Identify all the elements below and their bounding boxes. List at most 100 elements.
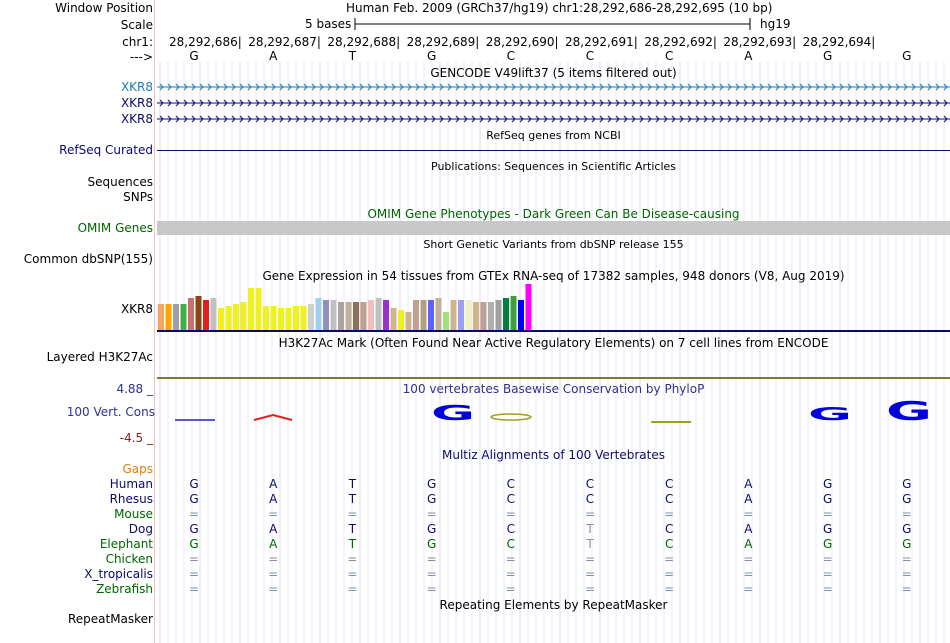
snps-label[interactable]: SNPs: [123, 190, 153, 204]
gtex-label[interactable]: XKR8: [120, 302, 153, 316]
species-label[interactable]: Chicken: [105, 552, 153, 566]
refseq-gene-line[interactable]: [157, 150, 950, 151]
gtex-tissue-bar[interactable]: [195, 296, 202, 330]
gtex-tissue-bar[interactable]: [180, 304, 187, 330]
gtex-tissue-bar[interactable]: [218, 308, 224, 330]
alignment-base: =: [268, 567, 279, 581]
gencode-item-2[interactable]: XKR8: [120, 96, 153, 110]
strand-arrow: [783, 83, 788, 91]
gtex-tissue-bar[interactable]: [278, 308, 284, 330]
strand-arrow: [759, 115, 764, 123]
gtex-tissue-bar[interactable]: [285, 308, 292, 330]
gtex-tissue-bar[interactable]: [435, 298, 442, 330]
gtex-tissue-bar[interactable]: [270, 306, 277, 330]
strand-arrow: [463, 99, 468, 107]
strand-arrow: [183, 115, 188, 123]
gtex-tissue-bar[interactable]: [390, 308, 397, 330]
omim-label[interactable]: OMIM Genes: [77, 221, 153, 235]
gtex-tissue-bar[interactable]: [255, 288, 262, 330]
gtex-tissue-bar[interactable]: [450, 300, 457, 330]
strand-arrow: [783, 99, 788, 107]
gencode-item-1[interactable]: XKR8: [120, 80, 153, 94]
gtex-tissue-bar[interactable]: [300, 306, 307, 330]
species-label[interactable]: Human: [109, 477, 153, 491]
alignment-base: =: [822, 552, 833, 566]
gtex-tissue-bar[interactable]: [518, 300, 524, 330]
base-letter: G: [426, 49, 437, 63]
gtex-tissue-bar[interactable]: [413, 300, 419, 330]
h3k27ac-label[interactable]: Layered H3K27Ac: [46, 350, 153, 364]
species-label[interactable]: Zebrafish: [96, 582, 153, 596]
phylop-title: 100 vertebrates Basewise Conservation by…: [402, 382, 705, 396]
species-label[interactable]: Rhesus: [109, 492, 153, 506]
gtex-tissue-bar[interactable]: [173, 304, 179, 330]
species-label[interactable]: Elephant: [99, 537, 153, 551]
strand-arrow: [199, 115, 204, 123]
gtex-tissue-bar[interactable]: [225, 306, 232, 330]
species-label[interactable]: X_tropicalis: [84, 567, 153, 581]
gtex-tissue-bar[interactable]: [263, 306, 269, 330]
gaps-label[interactable]: Gaps: [122, 462, 153, 476]
gtex-tissue-bar[interactable]: [375, 298, 382, 330]
gtex-tissue-bar[interactable]: [525, 284, 532, 330]
dbsnp-label[interactable]: Common dbSNP(155): [23, 252, 153, 266]
gtex-tissue-bar[interactable]: [480, 302, 487, 330]
track-divider: [154, 0, 155, 643]
strand-arrow: [671, 83, 676, 91]
gtex-tissue-bar[interactable]: [458, 300, 464, 330]
refseq-label[interactable]: RefSeq Curated: [59, 143, 153, 157]
strand-arrow: [359, 115, 364, 123]
omim-feature-bar[interactable]: [157, 221, 950, 235]
alignment-base: =: [426, 582, 437, 596]
sequences-label[interactable]: Sequences: [87, 175, 153, 189]
gtex-tissue-bar[interactable]: [165, 304, 172, 330]
gtex-tissue-bar[interactable]: [308, 304, 314, 330]
phylop-logo[interactable]: G G G: [157, 398, 950, 428]
strand-arrow: [591, 115, 596, 123]
strand-arrow: [695, 115, 700, 123]
gtex-tissue-bar[interactable]: [368, 300, 374, 330]
gtex-tissue-bar[interactable]: [345, 302, 352, 330]
gtex-tissue-bar[interactable]: [405, 312, 412, 330]
gtex-tissue-bar[interactable]: [158, 304, 164, 330]
gtex-tissue-bar[interactable]: [210, 298, 217, 330]
gtex-tissue-bar[interactable]: [398, 310, 404, 330]
gtex-tissue-bar[interactable]: [495, 300, 502, 330]
strand-arrow: [239, 99, 244, 107]
gtex-tissue-bar[interactable]: [353, 302, 359, 330]
gtex-tissue-bar[interactable]: [240, 302, 247, 330]
gtex-tissue-bar[interactable]: [420, 300, 427, 330]
gtex-tissue-bar[interactable]: [383, 300, 389, 330]
gtex-tissue-bar[interactable]: [488, 302, 494, 330]
gtex-tissue-bar[interactable]: [338, 302, 344, 330]
gtex-tissue-bar[interactable]: [233, 304, 239, 330]
gtex-tissue-bar[interactable]: [473, 302, 479, 330]
alignment-base: T: [348, 477, 357, 491]
repeatmasker-label[interactable]: RepeatMasker: [67, 612, 153, 626]
gencode-gene-features[interactable]: [157, 80, 950, 128]
strand-arrow: [527, 99, 532, 107]
species-label[interactable]: Mouse: [114, 507, 153, 521]
gtex-tissue-bar[interactable]: [323, 300, 329, 330]
gtex-tissue-bar[interactable]: [248, 288, 254, 330]
gtex-tissue-bar[interactable]: [503, 298, 509, 330]
gencode-item-3[interactable]: XKR8: [120, 112, 153, 126]
gtex-tissue-bar[interactable]: [203, 300, 209, 330]
gtex-tissue-bar[interactable]: [510, 296, 517, 330]
strand-arrow: [679, 83, 684, 91]
strand-arrow: [167, 99, 172, 107]
species-label[interactable]: Dog: [128, 522, 153, 536]
gtex-tissue-bar[interactable]: [293, 306, 299, 330]
phylop-label[interactable]: 100 Vert. Cons: [66, 405, 155, 419]
gtex-tissue-bar[interactable]: [330, 300, 337, 330]
gtex-expression-bars[interactable]: [157, 283, 557, 331]
strand-arrow: [471, 99, 476, 107]
gtex-tissue-bar[interactable]: [360, 302, 367, 330]
gtex-tissue-bar[interactable]: [443, 312, 449, 330]
gtex-tissue-bar[interactable]: [315, 298, 322, 330]
strand-arrow: [487, 83, 492, 91]
strand-arrow: [703, 83, 708, 91]
gtex-tissue-bar[interactable]: [465, 300, 472, 330]
gtex-tissue-bar[interactable]: [428, 300, 434, 330]
gtex-tissue-bar[interactable]: [188, 298, 194, 330]
